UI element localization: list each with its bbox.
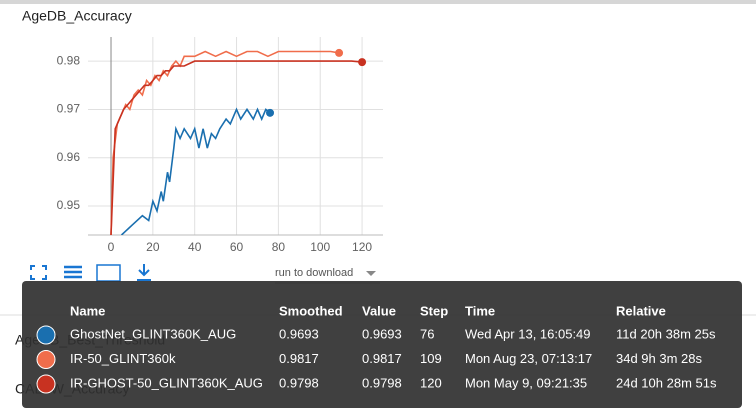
tooltip-cell: 24d 10h 28m 51s <box>616 375 717 390</box>
tooltip-header: Name <box>70 303 105 318</box>
tooltip-cell: 0.9693 <box>362 326 402 341</box>
series-line <box>110 50 340 235</box>
y-tick-label: 0.95 <box>57 198 81 212</box>
toolbar <box>30 264 151 282</box>
x-tick-label: 20 <box>146 240 160 254</box>
tooltip-cell: 34d 9h 3m 28s <box>616 351 703 366</box>
tooltip: Name Smoothed Value Step Time Relative GhostNe… <box>22 281 742 408</box>
top-border <box>0 0 756 4</box>
dropdown-arrow[interactable] <box>366 271 376 276</box>
x-tick-label: 60 <box>230 240 244 254</box>
y-tick-label: 0.98 <box>57 53 81 67</box>
series-endpoint <box>358 58 367 67</box>
tooltip-cell: 120 <box>420 375 442 390</box>
dropdown[interactable]: run to download <box>275 267 353 279</box>
chart-title: AgeDB_Accuracy <box>22 8 132 24</box>
series-line <box>110 60 363 235</box>
y-tick-label: 0.96 <box>57 150 81 164</box>
tooltip-header: Time <box>465 303 495 318</box>
tooltip-cell: 11d 20h 38m 25s <box>616 326 716 341</box>
tooltip-header: Value <box>362 303 396 318</box>
tooltip-cell: 0.9798 <box>362 375 402 390</box>
run-name: GhostNet_GLINT360K_AUG <box>70 326 236 341</box>
x-tick-label: 120 <box>352 240 372 254</box>
tooltip-header: Step <box>420 303 448 318</box>
x-tick-label: 0 <box>108 240 115 254</box>
tooltip-bg <box>22 281 742 408</box>
tooltip-header: Relative <box>616 303 666 318</box>
series-endpoint <box>335 48 344 57</box>
tooltip-cell: 0.9817 <box>279 351 319 366</box>
series-line <box>120 107 271 235</box>
run-swatch <box>36 374 56 394</box>
run-name: IR-50_GLINT360k <box>70 351 176 366</box>
series-group <box>110 50 363 235</box>
x-tick-label: 100 <box>310 240 330 254</box>
download-icon[interactable] <box>137 264 151 281</box>
fit-icon[interactable] <box>96 264 121 282</box>
tooltip-header: Smoothed <box>279 303 343 318</box>
series-endpoint <box>266 108 275 117</box>
plot: 0.95 0.96 0.97 0.98 0 20 40 60 80 100 120 <box>57 37 383 254</box>
run-swatch <box>36 325 56 345</box>
tooltip-cell: Mon May 9, 09:21:35 <box>465 375 587 390</box>
tooltip-cell: Wed Apr 13, 16:05:49 <box>465 326 591 341</box>
run-name: IR-GHOST-50_GLINT360K_AUG <box>70 375 263 390</box>
tooltip-cell: 109 <box>420 351 442 366</box>
x-tick-label: 80 <box>272 240 286 254</box>
x-tick-label: 40 <box>188 240 202 254</box>
list-icon[interactable] <box>64 265 82 279</box>
fullscreen-icon[interactable] <box>30 265 47 280</box>
tooltip-cell: 0.9817 <box>362 351 402 366</box>
tooltip-cell: 0.9693 <box>279 326 319 341</box>
tooltip-cell: 76 <box>420 326 434 341</box>
tooltip-cell: Mon Aug 23, 07:13:17 <box>465 351 592 366</box>
run-swatch <box>36 350 56 369</box>
y-tick-label: 0.97 <box>57 102 81 116</box>
tooltip-cell: 0.9798 <box>279 375 319 390</box>
